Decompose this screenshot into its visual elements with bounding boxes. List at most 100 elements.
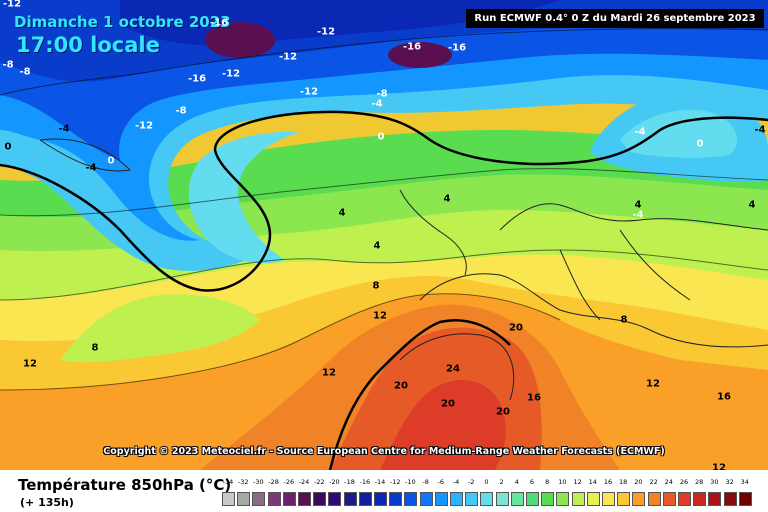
isotherm-label: 20 [394,380,408,392]
color-scale: -34 -32 -30 -28 -26 -24 -22 -20 -18 -16 -14 -12 -10-… [222,478,754,508]
lead-time: (+ 135h) [20,496,74,509]
scale-color-swatch [237,492,251,506]
scale-value-label: 10 [558,478,567,486]
scale-value-label: 8 [545,478,550,486]
scale-color-swatch [328,492,342,506]
isotherm-label: -8 [175,105,187,117]
isotherm-label: -12 [316,26,336,38]
isotherm-label: -12 [134,120,154,132]
temperature-map: Dimanche 1 octobre 2023 17:00 locale Run… [0,0,768,470]
isotherm-label: -16 [187,73,207,85]
isotherm-label: 4 [634,199,642,211]
scale-color-swatch [480,492,494,506]
isotherm-label: 16 [527,392,541,404]
isotherm-label: 12 [712,462,726,471]
scale-value-label: 14 [588,478,597,486]
scale-color-swatch [313,492,327,506]
legend-footer: Température 850hPa (°C) (+ 135h) -34 -32-… [0,470,768,512]
scale-value-label: 22 [649,478,658,486]
scale-color-swatch [632,492,646,506]
scale-value-label: -8 [422,478,429,486]
scale-value-label: 20 [634,478,643,486]
scale-color-swatch [541,492,555,506]
scale-color-swatch [556,492,570,506]
scale-value-label: -12 [389,478,401,486]
scale-value-label: -32 [237,478,249,486]
scale-value-label: -10 [405,478,416,486]
scale-value-label: 0 [484,478,489,486]
isotherm-label: 4 [443,193,451,205]
isotherm-label: 0 [696,138,704,150]
scale-color-swatch [282,492,296,506]
scale-value-label: 34 [740,478,749,486]
isotherm-label: 20 [496,406,510,418]
isotherm-label: 20 [509,322,523,334]
isotherm-label: 0 [377,131,385,143]
scale-color-swatch [358,492,372,506]
scale-color-swatch [738,492,752,506]
scale-color-swatch [404,492,418,506]
isotherm-label: 8 [372,280,380,292]
isotherm-label: 24 [446,363,460,375]
scale-value-label: -20 [329,478,340,486]
scale-color-swatch [617,492,631,506]
scale-color-swatch [723,492,737,506]
isotherm-label: 12 [23,358,37,370]
isotherm-label: -16 [209,17,229,29]
scale-value-label: 30 [710,478,719,486]
scale-color-swatch [298,492,311,506]
isotherm-label: -8 [376,88,388,100]
scale-color-swatch [343,492,357,506]
isotherm-label: -8 [19,66,31,78]
scale-value-label: 4 [514,478,519,486]
scale-color-swatch [252,492,266,506]
scale-color-swatch [586,492,600,506]
scale-value-label: 18 [619,478,628,486]
scale-value-label: -14 [374,478,386,486]
isotherm-label: 20 [441,398,455,410]
isotherm-label: 16 [717,391,731,403]
scale-value-label: -28 [268,478,279,486]
scale-value-label: 24 [664,478,673,486]
scale-color-swatch [222,492,235,506]
scale-value-label: -26 [283,478,295,486]
isotherm-label: -4 [754,124,766,136]
scale-color-swatch [389,492,403,506]
temperature-field [0,0,768,470]
scale-value-label: 28 [695,478,704,486]
isotherm-label: -4 [58,123,70,135]
forecast-date: Dimanche 1 octobre 2023 [14,13,231,31]
scale-value-label: 6 [529,478,535,486]
isotherm-label: -12 [278,51,298,63]
scale-value-label: 26 [679,478,689,486]
isotherm-label: -8 [2,59,14,71]
scale-value-label: -30 [253,478,264,486]
isotherm-label: -12 [299,86,319,98]
scale-color-swatch [662,492,676,506]
scale-color-swatch [434,492,448,506]
scale-color-swatch [693,492,707,506]
scale-color-swatch [267,492,281,506]
isotherm-label: 4 [748,199,756,211]
scale-color-swatch [450,492,463,506]
scale-color-swatch [678,492,691,506]
scale-value-label: -34 [222,478,234,486]
scale-value-label: 12 [573,478,582,486]
isotherm-label: -4 [632,209,644,221]
copyright-notice: Copyright © 2023 Meteociel.fr - Source E… [103,446,665,457]
scale-color-swatch [571,492,585,506]
scale-color-swatch [708,492,722,506]
scale-color-swatch [647,492,661,506]
scale-value-label: -6 [437,478,445,486]
scale-value-label: 16 [603,478,613,486]
scale-value-label: -22 [313,478,325,486]
isotherm-label: 12 [646,378,660,390]
scale-color-swatch [374,492,387,506]
forecast-local-time: 17:00 locale [16,33,160,57]
scale-value-label: -18 [344,478,355,486]
isotherm-label: -12 [2,0,22,10]
isotherm-label: -4 [634,126,646,138]
scale-value-label: 2 [499,478,504,486]
scale-color-swatch [510,492,524,506]
scale-value-label: -4 [452,478,460,486]
